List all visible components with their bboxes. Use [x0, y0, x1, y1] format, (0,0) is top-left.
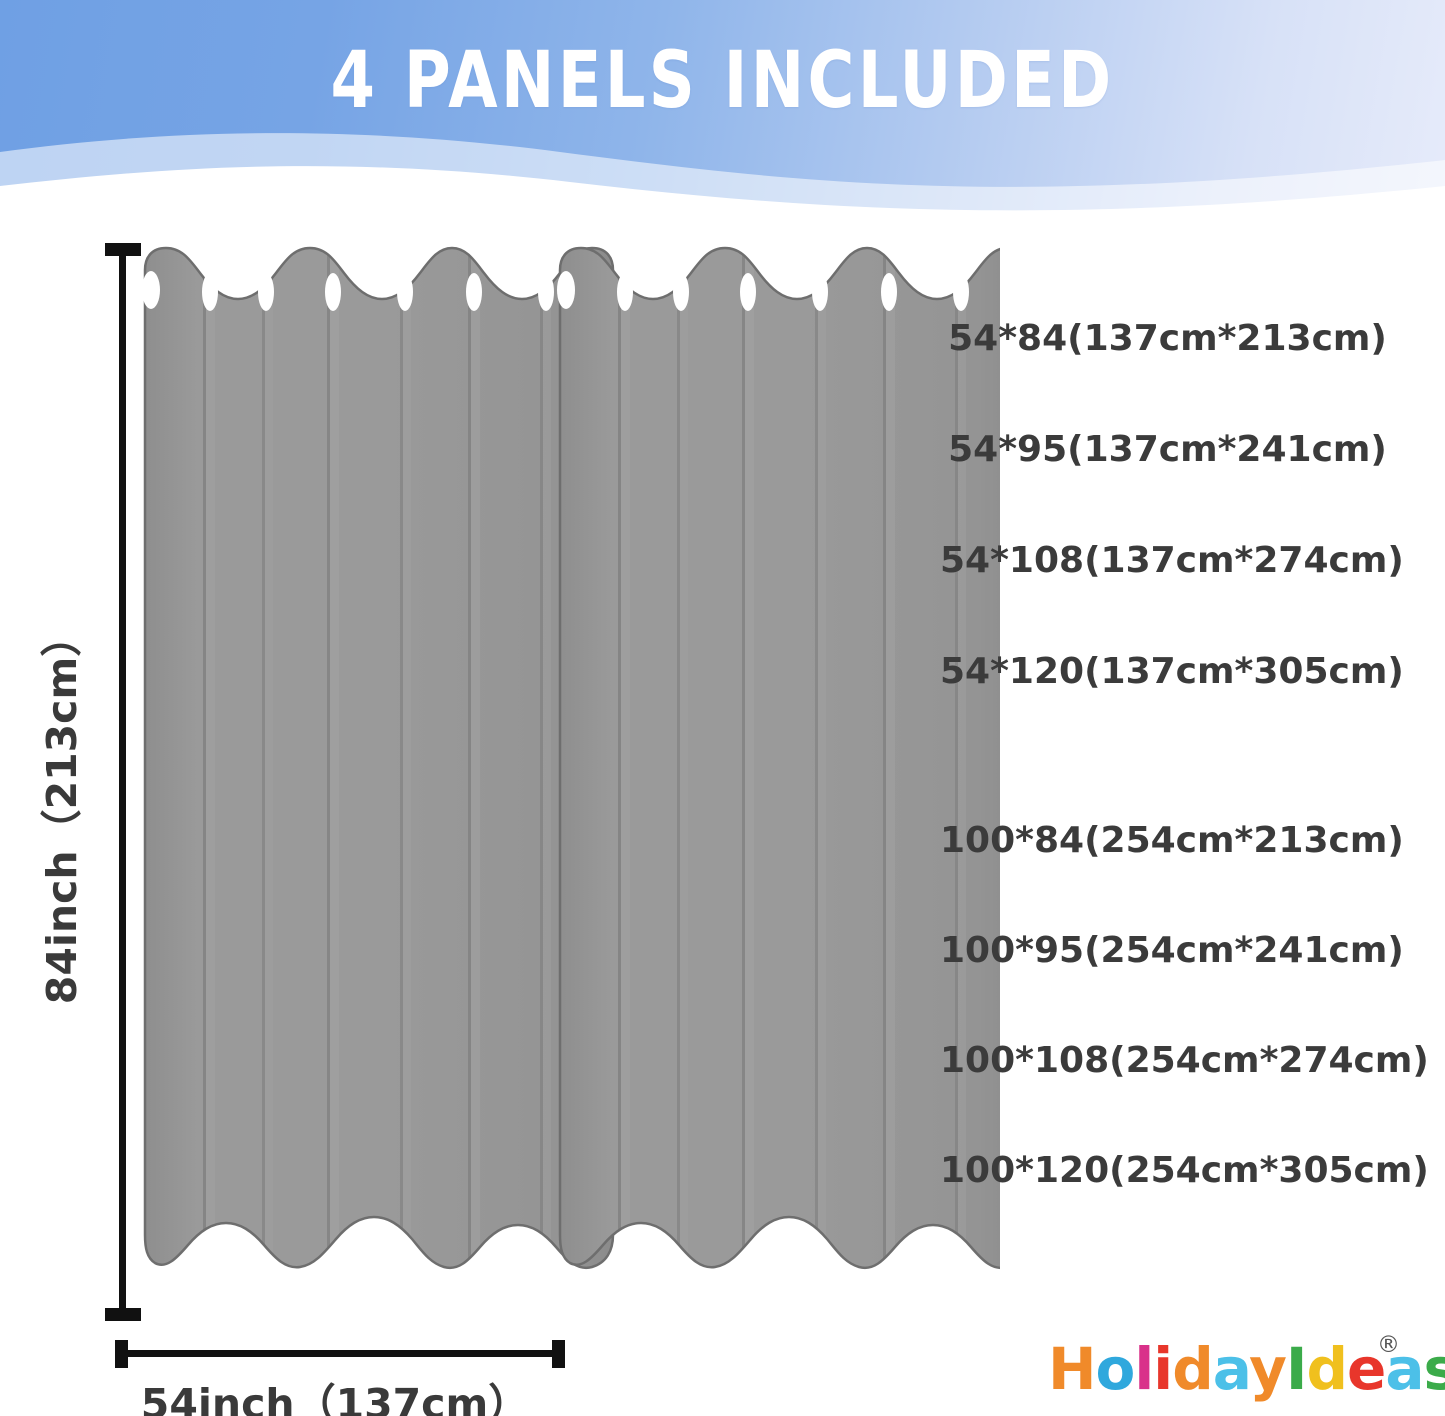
logo-letter: i — [1152, 1334, 1175, 1405]
size-option: 100*95(254cm*241cm) — [940, 930, 1404, 971]
size-option: 100*84(254cm*213cm) — [940, 820, 1404, 861]
brand-logo-wordmark: HolidayIdeas — [1047, 1330, 1445, 1408]
page-title: 4 PANELS INCLUDED — [330, 36, 1115, 126]
banner-wave-decoration — [0, 133, 1445, 215]
logo-letter: d — [1305, 1334, 1349, 1405]
width-dimension-line — [115, 1340, 565, 1368]
panel-outline-right — [558, 246, 1000, 1270]
logo-letter: a — [1384, 1334, 1426, 1405]
width-dimension-label: 54inch（137cm） — [140, 1380, 530, 1416]
logo-letter: e — [1346, 1334, 1388, 1405]
size-group-spacer — [940, 760, 1395, 818]
logo-letter: y — [1248, 1334, 1289, 1405]
header-banner: 4 PANELS INCLUDED — [0, 0, 1445, 215]
logo-letter: l — [1133, 1334, 1156, 1405]
size-option: 54*84(137cm*213cm) — [948, 318, 1387, 359]
size-options-list: 54*84(137cm*213cm) 54*95(137cm*241cm) 54… — [940, 316, 1429, 1258]
size-option: 54*120(137cm*305cm) — [940, 651, 1404, 692]
logo-letter: s — [1422, 1334, 1445, 1405]
logo-letter: H — [1047, 1334, 1099, 1405]
size-option: 100*108(254cm*274cm) — [940, 1040, 1429, 1081]
size-group-100-width: 100*84(254cm*213cm) 100*95(254cm*241cm) … — [940, 818, 1429, 1194]
height-dimension-line — [105, 243, 141, 1321]
logo-letter-smiley-icon: o — [1094, 1334, 1137, 1405]
grommet-group-right — [557, 271, 969, 311]
size-group-54-width: 54*84(137cm*213cm) 54*95(137cm*241cm) 54… — [940, 316, 1404, 695]
curtain-panels-illustration — [142, 246, 1000, 1270]
curtain-panel-left — [142, 246, 616, 1270]
wave-solid — [0, 166, 1445, 215]
size-option: 100*120(254cm*305cm) — [940, 1150, 1429, 1191]
curtain-panel-right — [557, 246, 1000, 1270]
registered-trademark-icon: ® — [1377, 1332, 1400, 1358]
logo-letter: a — [1211, 1334, 1251, 1405]
size-option: 54*108(137cm*274cm) — [940, 540, 1404, 581]
logo-letter: I — [1284, 1334, 1309, 1405]
height-dimension-label: 84inch（213cm） — [38, 615, 86, 1005]
logo-letter: d — [1171, 1334, 1215, 1405]
size-option: 54*95(137cm*241cm) — [948, 429, 1387, 470]
brand-logo: HolidayIdeas ® — [1047, 1330, 1445, 1410]
